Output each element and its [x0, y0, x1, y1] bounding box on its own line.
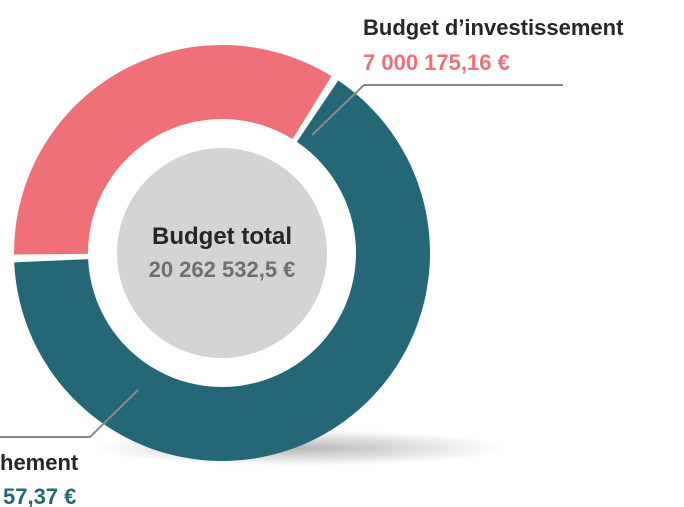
- slice-label-investissement: Budget d’investissement: [363, 15, 624, 40]
- slice-label-fonctionnement: hement: [0, 450, 79, 475]
- donut-slice-1: [14, 80, 431, 462]
- donut-slices: [14, 44, 431, 462]
- center-title: Budget total: [152, 223, 292, 250]
- slice-value-fonctionnement: 57,37 €: [3, 484, 76, 507]
- center-disc: [117, 148, 327, 358]
- center-value: 20 262 532,5 €: [149, 257, 296, 282]
- leader-line-investissement: [311, 84, 563, 136]
- slice-value-investissement: 7 000 175,16 €: [363, 50, 510, 75]
- leader-line-fonctionnement: [0, 389, 139, 438]
- donut-slice-0: [14, 44, 332, 255]
